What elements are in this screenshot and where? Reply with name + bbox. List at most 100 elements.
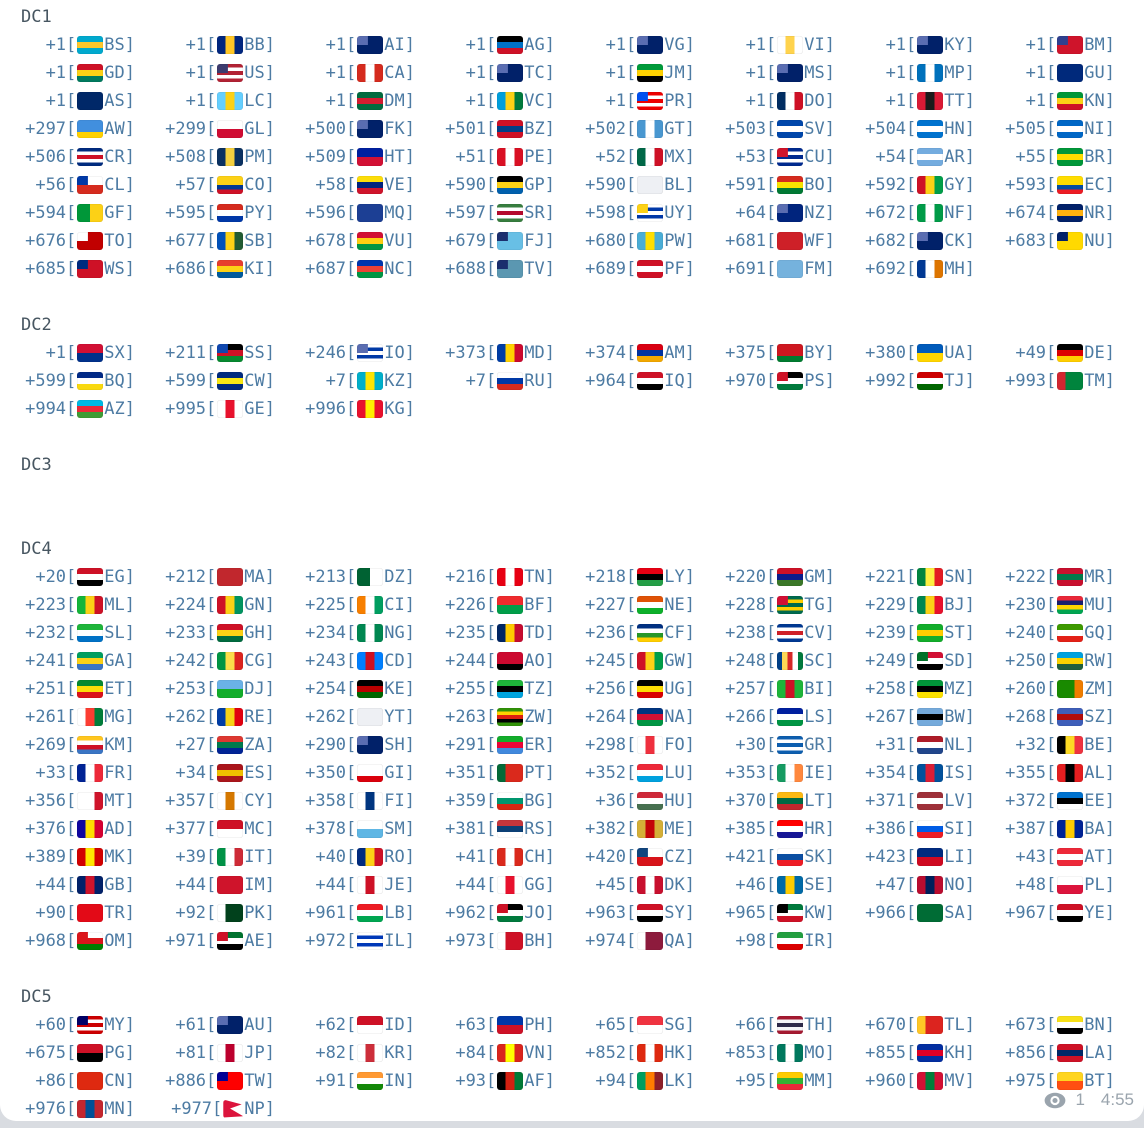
dial-code-entry[interactable]: +218[LY]: [561, 563, 701, 591]
dial-code-entry[interactable]: +58[VE]: [281, 171, 421, 199]
dial-code-entry[interactable]: +241[GA]: [1, 647, 141, 675]
dial-code-entry[interactable]: +1[MS]: [701, 59, 841, 87]
dial-code-entry[interactable]: +93[AF]: [421, 1067, 561, 1095]
dial-code-entry[interactable]: +211[SS]: [141, 339, 281, 367]
dial-code-entry[interactable]: +243[CD]: [281, 647, 421, 675]
dial-code-entry[interactable]: +1[JM]: [561, 59, 701, 87]
dial-code-entry[interactable]: +968[OM]: [1, 927, 141, 955]
dial-code-entry[interactable]: +1[KN]: [981, 87, 1121, 115]
dial-code-entry[interactable]: +222[MR]: [981, 563, 1121, 591]
dial-code-entry[interactable]: +297[AW]: [1, 115, 141, 143]
dial-code-entry[interactable]: +98[IR]: [701, 927, 841, 955]
dial-code-entry[interactable]: +263[ZW]: [421, 703, 561, 731]
dial-code-entry[interactable]: +500[FK]: [281, 115, 421, 143]
dial-code-entry[interactable]: +248[SC]: [701, 647, 841, 675]
dial-code-entry[interactable]: +1[BM]: [981, 31, 1121, 59]
dial-code-entry[interactable]: +674[NR]: [981, 199, 1121, 227]
dial-code-entry[interactable]: +299[GL]: [141, 115, 281, 143]
dial-code-entry[interactable]: +994[AZ]: [1, 395, 141, 423]
dial-code-entry[interactable]: +55[BR]: [981, 143, 1121, 171]
dial-code-entry[interactable]: +262[YT]: [281, 703, 421, 731]
dial-code-entry[interactable]: +976[MN]: [1, 1095, 141, 1121]
dial-code-entry[interactable]: +387[BA]: [981, 815, 1121, 843]
dial-code-entry[interactable]: +386[SI]: [841, 815, 981, 843]
dial-code-entry[interactable]: +290[SH]: [281, 731, 421, 759]
dial-code-entry[interactable]: +501[BZ]: [421, 115, 561, 143]
dial-code-entry[interactable]: +43[AT]: [981, 843, 1121, 871]
dial-code-entry[interactable]: +44[GG]: [421, 871, 561, 899]
dial-code-entry[interactable]: +228[TG]: [701, 591, 841, 619]
dial-code-entry[interactable]: +1[CA]: [281, 59, 421, 87]
dial-code-entry[interactable]: +47[NO]: [841, 871, 981, 899]
dial-code-entry[interactable]: +374[AM]: [561, 339, 701, 367]
dial-code-entry[interactable]: +679[FJ]: [421, 227, 561, 255]
dial-code-entry[interactable]: +62[ID]: [281, 1011, 421, 1039]
dial-code-entry[interactable]: +358[FI]: [281, 787, 421, 815]
dial-code-entry[interactable]: +353[IE]: [701, 759, 841, 787]
dial-code-entry[interactable]: +255[TZ]: [421, 675, 561, 703]
dial-code-entry[interactable]: +598[UY]: [561, 199, 701, 227]
dial-code-entry[interactable]: +375[BY]: [701, 339, 841, 367]
dial-code-entry[interactable]: +1[DO]: [701, 87, 841, 115]
dial-code-entry[interactable]: +964[IQ]: [561, 367, 701, 395]
dial-code-entry[interactable]: +1[PR]: [561, 87, 701, 115]
dial-code-entry[interactable]: +970[PS]: [701, 367, 841, 395]
dial-code-entry[interactable]: +32[BE]: [981, 731, 1121, 759]
dial-code-entry[interactable]: +244[AO]: [421, 647, 561, 675]
dial-code-entry[interactable]: +373[MD]: [421, 339, 561, 367]
dial-code-entry[interactable]: +257[BI]: [701, 675, 841, 703]
dial-code-entry[interactable]: +240[GQ]: [981, 619, 1121, 647]
dial-code-entry[interactable]: +421[SK]: [701, 843, 841, 871]
dial-code-entry[interactable]: +423[LI]: [841, 843, 981, 871]
dial-code-entry[interactable]: +688[TV]: [421, 255, 561, 283]
dial-code-entry[interactable]: +351[PT]: [421, 759, 561, 787]
dial-code-entry[interactable]: +597[SR]: [421, 199, 561, 227]
dial-code-entry[interactable]: +213[DZ]: [281, 563, 421, 591]
dial-code-entry[interactable]: +502[GT]: [561, 115, 701, 143]
dial-code-entry[interactable]: +36[HU]: [561, 787, 701, 815]
dial-code-entry[interactable]: +972[IL]: [281, 927, 421, 955]
dial-code-entry[interactable]: +253[DJ]: [141, 675, 281, 703]
dial-code-entry[interactable]: +599[CW]: [141, 367, 281, 395]
dial-code-entry[interactable]: +593[EC]: [981, 171, 1121, 199]
dial-code-entry[interactable]: +267[BW]: [841, 703, 981, 731]
dial-code-entry[interactable]: +381[RS]: [421, 815, 561, 843]
dial-code-entry[interactable]: +596[MQ]: [281, 199, 421, 227]
dial-code-entry[interactable]: +1[KY]: [841, 31, 981, 59]
dial-code-entry[interactable]: +31[NL]: [841, 731, 981, 759]
dial-code-entry[interactable]: +681[WF]: [701, 227, 841, 255]
dial-code-entry[interactable]: +1[MP]: [841, 59, 981, 87]
dial-code-entry[interactable]: +60[MY]: [1, 1011, 141, 1039]
dial-code-entry[interactable]: +232[SL]: [1, 619, 141, 647]
dial-code-entry[interactable]: +961[LB]: [281, 899, 421, 927]
dial-code-entry[interactable]: +965[KW]: [701, 899, 841, 927]
dial-code-entry[interactable]: +65[SG]: [561, 1011, 701, 1039]
dial-code-entry[interactable]: +57[CO]: [141, 171, 281, 199]
dial-code-entry[interactable]: +260[ZM]: [981, 675, 1121, 703]
dial-code-entry[interactable]: +960[MV]: [841, 1067, 981, 1095]
dial-code-entry[interactable]: +355[AL]: [981, 759, 1121, 787]
dial-code-entry[interactable]: +258[MZ]: [841, 675, 981, 703]
dial-code-entry[interactable]: +855[KH]: [841, 1039, 981, 1067]
dial-code-entry[interactable]: +221[SN]: [841, 563, 981, 591]
dial-code-entry[interactable]: +973[BH]: [421, 927, 561, 955]
dial-code-entry[interactable]: +81[JP]: [141, 1039, 281, 1067]
dial-code-entry[interactable]: +95[MM]: [701, 1067, 841, 1095]
dial-code-entry[interactable]: +48[PL]: [981, 871, 1121, 899]
dial-code-entry[interactable]: +64[NZ]: [701, 199, 841, 227]
dial-code-entry[interactable]: +509[HT]: [281, 143, 421, 171]
dial-code-entry[interactable]: +993[TM]: [981, 367, 1121, 395]
dial-code-entry[interactable]: +227[NE]: [561, 591, 701, 619]
dial-code-entry[interactable]: +382[ME]: [561, 815, 701, 843]
dial-code-entry[interactable]: +683[NU]: [981, 227, 1121, 255]
dial-code-entry[interactable]: +354[IS]: [841, 759, 981, 787]
dial-code-entry[interactable]: +420[CZ]: [561, 843, 701, 871]
dial-code-entry[interactable]: +251[ET]: [1, 675, 141, 703]
dial-code-entry[interactable]: +86[CN]: [1, 1067, 141, 1095]
dial-code-entry[interactable]: +599[BQ]: [1, 367, 141, 395]
dial-code-entry[interactable]: +49[DE]: [981, 339, 1121, 367]
dial-code-entry[interactable]: +30[GR]: [701, 731, 841, 759]
dial-code-entry[interactable]: +962[JO]: [421, 899, 561, 927]
dial-code-entry[interactable]: +34[ES]: [141, 759, 281, 787]
dial-code-entry[interactable]: +20[EG]: [1, 563, 141, 591]
